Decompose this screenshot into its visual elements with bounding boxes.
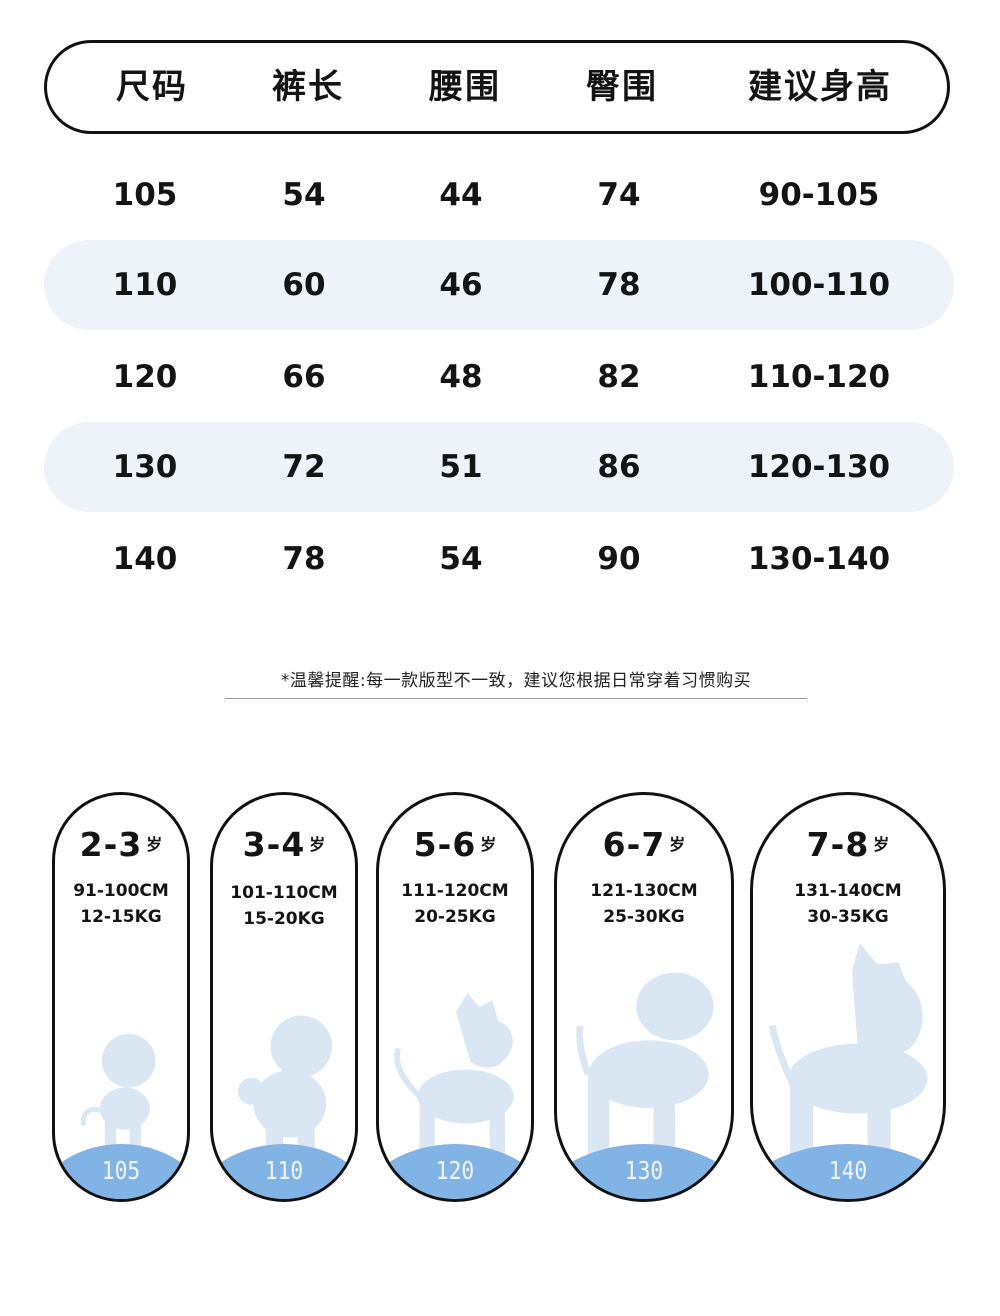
dog-silhouette-icon [394,992,514,1162]
cell-waist: 48 [439,359,483,395]
height-range: 131-140CM [794,881,902,901]
cell-height: 100-110 [747,267,891,303]
cell-pants-length: 78 [282,541,326,577]
cell-waist: 46 [439,267,483,303]
cell-size: 120 [112,359,178,395]
ground-arc [379,1144,531,1199]
age-unit: 岁 [309,835,326,854]
table-row: 130 72 51 86 120-130 [44,422,954,512]
cell-height: 120-130 [747,449,891,485]
cell-pants-length: 60 [282,267,326,303]
size-label: 105 [101,1156,141,1185]
header-waist: 腰围 [429,67,501,107]
cell-hip: 86 [597,449,641,485]
age-label: 7-8 岁 [753,825,943,864]
cell-pants-length: 72 [282,449,326,485]
weight-range: 12-15KG [80,907,162,927]
weight-range: 30-35KG [807,907,889,927]
age-label: 5-6 岁 [379,825,531,864]
cell-hip: 74 [597,177,641,213]
weight-range: 15-20KG [243,909,325,929]
size-label: 140 [828,1156,868,1185]
ground-arc [213,1144,355,1199]
header-hip: 臀围 [586,67,658,107]
cell-size: 105 [112,177,178,213]
cat-silhouette-icon [769,942,928,1171]
size-label: 120 [435,1156,475,1185]
weight-range: 20-25KG [414,907,496,927]
header-suggested-height: 建议身高 [748,67,892,107]
weight-range: 25-30KG [603,907,685,927]
cell-height: 90-105 [758,177,880,213]
age-card: 2-3 岁 91-100CM 12-15KG 105 [52,792,190,1202]
height-range: 91-100CM [73,881,169,901]
size-table-header: 尺码 裤长 腰围 臀围 建议身高 [44,40,950,134]
cell-size: 130 [112,449,178,485]
age-label: 2-3 岁 [55,825,187,864]
age-unit: 岁 [669,835,686,854]
cell-size: 110 [112,267,178,303]
table-row: 120 66 48 82 110-120 [44,332,954,422]
ground-arc [753,1144,943,1199]
table-row: 140 78 54 90 130-140 [44,514,954,604]
age-range: 5-6 [413,825,477,864]
height-range: 111-120CM [401,881,509,901]
cell-waist: 44 [439,177,483,213]
cell-height: 130-140 [747,541,891,577]
age-range: 6-7 [602,825,666,864]
cell-hip: 78 [597,267,641,303]
size-label: 110 [264,1156,304,1185]
note-divider [225,698,807,699]
age-card: 7-8 岁 131-140CM 30-35KG 140 [750,792,946,1202]
height-range: 101-110CM [230,883,338,903]
age-unit: 岁 [480,835,497,854]
size-label: 130 [624,1156,664,1185]
age-card: 3-4 岁 101-110CM 15-20KG 110 [210,792,358,1202]
age-card: 5-6 岁 111-120CM 20-25KG 120 [376,792,534,1202]
cell-waist: 51 [439,449,483,485]
age-range: 7-8 [806,825,870,864]
cell-height: 110-120 [747,359,891,395]
table-row: 110 60 46 78 100-110 [44,240,954,330]
header-size: 尺码 [116,67,188,107]
ground-arc [55,1144,187,1199]
ground-arc [557,1144,731,1199]
header-pants-length: 裤长 [272,67,344,107]
height-range: 121-130CM [590,881,698,901]
age-range: 3-4 [242,825,306,864]
cell-pants-length: 66 [282,359,326,395]
age-range: 2-3 [79,825,143,864]
age-label: 6-7 岁 [557,825,731,864]
age-unit: 岁 [146,835,163,854]
age-label: 3-4 岁 [213,825,355,864]
table-row: 105 54 44 74 90-105 [44,150,954,240]
age-card: 6-7 岁 121-130CM 25-30KG 130 [554,792,734,1202]
cell-hip: 90 [597,541,641,577]
cell-size: 140 [112,541,178,577]
fit-note: *温馨提醒:每一款版型不一致，建议您根据日常穿着习惯购买 [280,671,752,691]
cell-waist: 54 [439,541,483,577]
cell-pants-length: 54 [282,177,326,213]
age-unit: 岁 [873,835,890,854]
cell-hip: 82 [597,359,641,395]
puppy-silhouette-icon [576,972,714,1162]
